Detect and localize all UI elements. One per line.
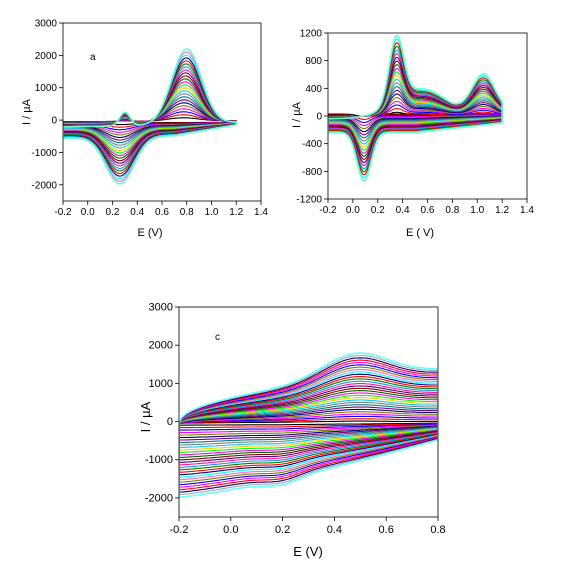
panel-c-cv-series-10 [179, 399, 438, 449]
panel-b-x-tick-label: 0.2 [371, 205, 385, 216]
panel-c-cv-series-28 [179, 357, 438, 493]
panel-c-cv-series-11 [179, 397, 438, 451]
panel-c-cv-series-2 [179, 418, 438, 429]
panel-c-cv-series-21 [179, 373, 438, 476]
panel-b-y-tick-label: 0 [316, 112, 322, 123]
panel-a-y-tick-label: 3000 [35, 19, 58, 30]
panel-b-chart: -0.2 0.0 0.2 0.4 0.6 0.8 1.0 1.2 1.4 -1200 -800 -4… [291, 29, 534, 240]
panel-b-y-tick-label: 1200 [300, 29, 323, 40]
panel-a-y-axis-label: I / µA [21, 98, 33, 125]
panel-c-cv-series-27 [179, 359, 438, 491]
panel-c-y-tick-label: 2000 [149, 340, 173, 352]
panel-b-x-tick-label: 0.0 [346, 205, 360, 216]
panel-b-x-tick-label: 0.8 [445, 205, 459, 216]
panel-b-x-axis-label: E ( V) [406, 227, 434, 239]
panel-b-y-ticks: -1200 -800 -400 0 400 800 1200 [296, 29, 328, 206]
panel-a-y-tick-label: 2000 [35, 51, 58, 62]
panel-b-y-tick-label: 800 [305, 56, 322, 67]
panel-c-cv-series-19 [179, 378, 438, 471]
panel-c-x-tick-label: 0.2 [275, 524, 290, 536]
panel-b-x-tick-label: 0.4 [396, 205, 410, 216]
panel-c-y-ticks: -2000 -1000 0 1000 2000 3000 [145, 302, 179, 504]
panel-a-x-tick-label: 0.4 [130, 207, 144, 218]
panel-a-y-tick-label: 1000 [35, 83, 58, 94]
panel-c-cv-series-29 [179, 354, 438, 496]
panel-b-x-tick-label: -0.2 [319, 205, 337, 216]
panel-c-x-tick-label: 0.8 [430, 524, 445, 536]
panel-a-y-tick-label: -1000 [31, 148, 57, 159]
panel-c-cv-series-17 [179, 383, 438, 466]
panel-c-cv-series-7 [179, 406, 438, 441]
panel-c-cv-series-4 [179, 413, 438, 434]
panel-c-cv-series-22 [179, 371, 438, 478]
panel-a-x-tick-label: -0.2 [54, 207, 72, 218]
panel-c-cv-series-16 [179, 385, 438, 463]
panel-a-x-tick-label: 0.0 [81, 207, 95, 218]
panel-c-cv-series-26 [179, 361, 438, 488]
panel-c-cv-series-15 [179, 387, 438, 461]
panel-c-y-tick-label: 3000 [149, 302, 173, 314]
panel-c-cv-series-6 [179, 408, 438, 439]
panel-c-cv-series-9 [179, 401, 438, 446]
panel-c-cv-series-3 [179, 415, 438, 431]
panel-c-cv-series-24 [179, 366, 438, 483]
panel-c-y-tick-label: -1000 [145, 454, 173, 466]
panel-a-label: a [90, 52, 96, 63]
panel-c-chart: -0.2 0.0 0.2 0.4 0.6 0.8 -2000 -1000 0 1000 2000 3… [138, 302, 446, 560]
panel-a-cv-series-24 [63, 48, 238, 185]
panel-c-cv-series-23 [179, 368, 438, 481]
panel-a-x-ticks: -0.2 0.0 0.2 0.4 0.6 0.8 1.0 1.2 1.4 [54, 201, 268, 218]
panel-c-y-tick-label: 1000 [149, 378, 173, 390]
panel-b-x-tick-label: 1.4 [520, 205, 534, 216]
panel-c-label: c [215, 332, 220, 343]
panel-b-y-tick-label: -1200 [296, 195, 322, 206]
panel-a-x-tick-label: 1.0 [205, 207, 219, 218]
panel-c-x-tick-label: -0.2 [170, 524, 189, 536]
panel-b-x-tick-label: 1.2 [495, 205, 509, 216]
panel-a-x-axis-label: E (V) [137, 227, 162, 239]
panel-a-curves [63, 48, 238, 185]
panel-c-y-axis-label: I / µA [138, 401, 153, 432]
panel-c-cv-series-30 [179, 352, 438, 498]
panel-c-cv-series-8 [179, 404, 438, 444]
panel-a-y-tick-label: -2000 [31, 180, 57, 191]
panel-a-chart: -0.2 0.0 0.2 0.4 0.6 0.8 1.0 1.2 1.4 -2000 -1000 0… [21, 19, 268, 240]
panel-c-cv-series-12 [179, 394, 438, 454]
panel-a-y-tick-label: 0 [51, 116, 57, 127]
panel-b-curves [328, 34, 503, 182]
panel-b-x-ticks: -0.2 0.0 0.2 0.4 0.6 0.8 1.0 1.2 1.4 [319, 199, 534, 216]
panel-a-x-tick-label: 0.2 [106, 207, 120, 218]
panel-c-cv-series-14 [179, 390, 438, 458]
panel-c-cv-series-18 [179, 380, 438, 468]
panel-a-y-ticks: -2000 -1000 0 1000 2000 3000 [31, 19, 63, 191]
panel-b-y-tick-label: -800 [302, 167, 322, 178]
panel-b-cv-series-22 [328, 34, 503, 182]
panel-c-cv-series-13 [179, 392, 438, 456]
panel-a-x-tick-label: 1.2 [229, 207, 243, 218]
panel-b-x-tick-label: 1.0 [470, 205, 484, 216]
panel-c-cv-series-1 [179, 420, 438, 426]
panel-c-cv-series-25 [179, 364, 438, 486]
panel-a-x-tick-label: 0.6 [155, 207, 169, 218]
panel-c-y-tick-label: 0 [167, 416, 173, 428]
panel-b-y-tick-label: -400 [302, 139, 322, 150]
panel-b-y-axis-label: I / µA [291, 101, 303, 128]
panel-c-x-ticks: -0.2 0.0 0.2 0.4 0.6 0.8 [170, 517, 446, 536]
panel-c-plot-frame [178, 306, 439, 518]
panel-c-x-tick-label: 0.0 [223, 524, 238, 536]
panel-c-y-tick-label: -2000 [145, 492, 173, 504]
panel-a-x-tick-label: 1.4 [254, 207, 268, 218]
panel-c-x-tick-label: 0.6 [379, 524, 394, 536]
panel-c-x-axis-label: E (V) [293, 544, 323, 559]
panel-c-cv-series-20 [179, 376, 438, 473]
panel-b-x-tick-label: 0.6 [421, 205, 435, 216]
panel-b-y-tick-label: 400 [305, 84, 322, 95]
panel-c-x-tick-label: 0.4 [327, 524, 342, 536]
panel-c-cv-series-5 [179, 411, 438, 436]
panel-c-curves [179, 352, 438, 498]
panel-a-x-tick-label: 0.8 [180, 207, 194, 218]
